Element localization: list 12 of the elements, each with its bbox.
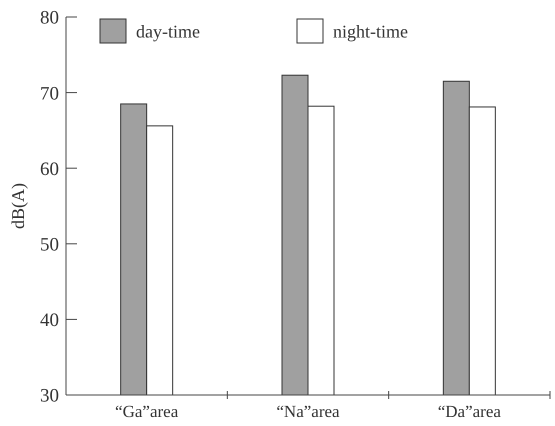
y-tick-label: 30	[40, 386, 59, 407]
y-tick-label: 80	[40, 8, 59, 29]
y-axis-title: dB(A)	[8, 183, 28, 229]
legend-label: day-time	[136, 21, 200, 42]
x-tick-label: “Da”area	[438, 402, 502, 421]
y-tick-label: 60	[40, 158, 59, 180]
x-tick-label: “Ga”area	[115, 402, 179, 421]
y-tick-label: 50	[40, 234, 59, 256]
y-tick-label: 70	[40, 83, 59, 104]
legend-label: night-time	[333, 21, 408, 42]
x-tick-label: “Na”area	[276, 402, 340, 421]
y-tick-label: 40	[40, 310, 59, 332]
